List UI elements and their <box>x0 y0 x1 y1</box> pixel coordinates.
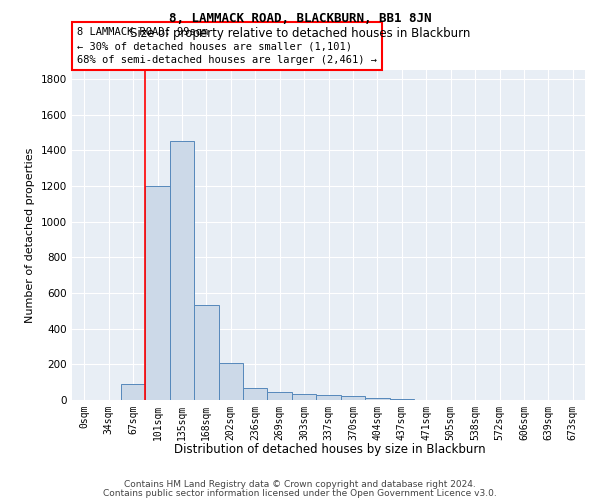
Bar <box>170 142 194 400</box>
Bar <box>145 186 170 400</box>
Bar <box>389 399 414 400</box>
Bar <box>268 392 292 400</box>
Bar <box>218 364 243 400</box>
Bar <box>243 388 268 400</box>
Text: Size of property relative to detached houses in Blackburn: Size of property relative to detached ho… <box>130 28 470 40</box>
Bar <box>365 398 389 400</box>
Text: Distribution of detached houses by size in Blackburn: Distribution of detached houses by size … <box>174 442 486 456</box>
Bar <box>121 384 145 400</box>
Text: Contains public sector information licensed under the Open Government Licence v3: Contains public sector information licen… <box>103 488 497 498</box>
Text: 8, LAMMACK ROAD, BLACKBURN, BB1 8JN: 8, LAMMACK ROAD, BLACKBURN, BB1 8JN <box>169 12 431 26</box>
Y-axis label: Number of detached properties: Number of detached properties <box>25 148 35 322</box>
Text: 8 LAMMACK ROAD: 99sqm
← 30% of detached houses are smaller (1,101)
68% of semi-d: 8 LAMMACK ROAD: 99sqm ← 30% of detached … <box>77 27 377 65</box>
Bar <box>341 396 365 400</box>
Bar <box>316 395 341 400</box>
Text: Contains HM Land Registry data © Crown copyright and database right 2024.: Contains HM Land Registry data © Crown c… <box>124 480 476 489</box>
Bar <box>194 306 218 400</box>
Bar <box>292 394 316 400</box>
